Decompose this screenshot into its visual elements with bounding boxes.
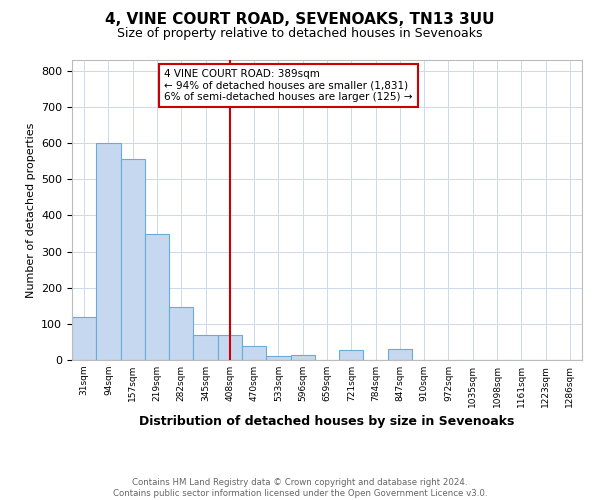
Bar — [242, 346, 266, 360]
Bar — [266, 356, 290, 360]
Bar — [290, 354, 315, 360]
Text: 4, VINE COURT ROAD, SEVENOAKS, TN13 3UU: 4, VINE COURT ROAD, SEVENOAKS, TN13 3UU — [105, 12, 495, 28]
Text: Size of property relative to detached houses in Sevenoaks: Size of property relative to detached ho… — [117, 28, 483, 40]
Bar — [169, 306, 193, 360]
Text: Contains HM Land Registry data © Crown copyright and database right 2024.
Contai: Contains HM Land Registry data © Crown c… — [113, 478, 487, 498]
Y-axis label: Number of detached properties: Number of detached properties — [26, 122, 35, 298]
Bar — [121, 160, 145, 360]
Bar — [218, 334, 242, 360]
Bar — [339, 350, 364, 360]
Bar — [145, 234, 169, 360]
Bar — [388, 349, 412, 360]
X-axis label: Distribution of detached houses by size in Sevenoaks: Distribution of detached houses by size … — [139, 416, 515, 428]
Bar — [193, 334, 218, 360]
Bar — [72, 316, 96, 360]
Text: 4 VINE COURT ROAD: 389sqm
← 94% of detached houses are smaller (1,831)
6% of sem: 4 VINE COURT ROAD: 389sqm ← 94% of detac… — [164, 69, 412, 102]
Bar — [96, 143, 121, 360]
